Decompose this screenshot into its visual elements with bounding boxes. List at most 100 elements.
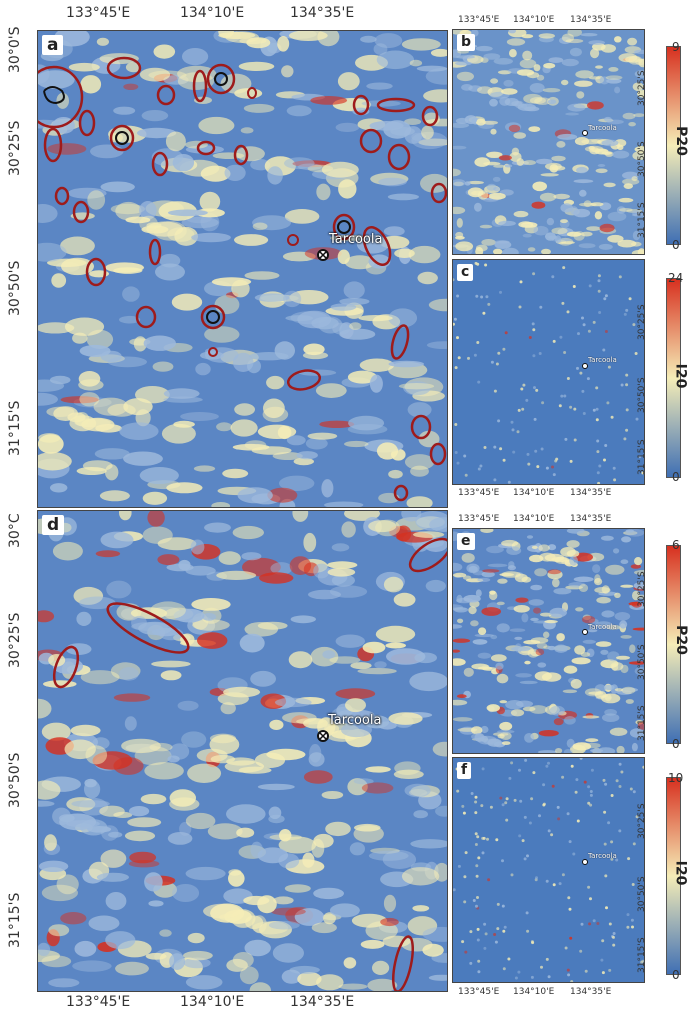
heat-cell [569, 936, 573, 940]
heat-cell [283, 290, 302, 308]
heat-cell [343, 957, 357, 969]
heat-cell [296, 451, 318, 460]
heat-cell [532, 181, 547, 192]
heat-cell [589, 897, 592, 901]
heat-cell [181, 216, 219, 229]
heat-cell [575, 778, 579, 782]
heat-cell [195, 362, 211, 376]
heat-cell [551, 155, 566, 162]
heat-cell [100, 181, 135, 193]
heat-cell [601, 939, 605, 943]
heat-cell [538, 750, 557, 753]
heat-cell [551, 275, 555, 279]
heat-cell [453, 278, 455, 282]
heat-cell [620, 687, 638, 693]
heat-cell [357, 667, 397, 675]
heat-cell [453, 179, 466, 187]
heat-cell [545, 764, 549, 768]
heat-cell [532, 354, 536, 358]
heat-cell [237, 487, 273, 504]
heat-cell [321, 479, 334, 498]
heat-cell [38, 433, 61, 443]
heat-cell [284, 157, 315, 170]
heat-cell [502, 929, 506, 933]
heat-cell [535, 158, 553, 165]
heat-cell [590, 48, 600, 59]
heat-cell [618, 275, 622, 279]
heat-cell [523, 857, 527, 861]
heat-cell [409, 59, 423, 67]
heat-cell [327, 561, 358, 569]
heat-cell [148, 900, 164, 907]
heat-cell [495, 838, 499, 842]
heat-cell [234, 403, 256, 416]
colorbar-c [666, 278, 681, 478]
heat-cell [614, 86, 621, 94]
heat-cell [514, 636, 523, 640]
heat-cell [183, 950, 213, 961]
heat-cell [509, 152, 522, 162]
heat-cell [589, 793, 593, 797]
heat-cell [388, 308, 418, 328]
heat-cell [125, 62, 142, 73]
heat-cell [490, 654, 507, 662]
heat-cell [618, 208, 633, 212]
heat-cell [514, 643, 522, 653]
heat-cell [561, 79, 569, 86]
heat-cell [453, 717, 473, 722]
heat-cell [539, 192, 557, 202]
heat-cell [531, 201, 546, 209]
heat-cell [497, 578, 508, 584]
heat-cell [173, 608, 205, 623]
heat-cell [207, 823, 243, 840]
heat-cell [518, 305, 522, 309]
heat-cell [556, 633, 565, 642]
heat-cell [376, 50, 415, 70]
heat-cell [316, 974, 344, 991]
heat-cell [453, 49, 462, 58]
heat-cell [380, 917, 399, 927]
heat-cell [550, 833, 554, 837]
heat-cell [605, 906, 608, 910]
heat-cell [586, 377, 590, 381]
heat-cell [511, 428, 515, 432]
y-tick-e-1: 30°25'S [637, 571, 647, 607]
y-tick-b-3: 31°15'S [637, 202, 647, 238]
heat-cell [197, 632, 228, 649]
heat-cell [614, 592, 621, 598]
heat-cell [344, 255, 376, 270]
heat-cell [457, 864, 461, 868]
heat-cell [616, 655, 630, 660]
heat-cell [474, 795, 478, 799]
heat-cell [493, 389, 497, 393]
heat-cell [498, 155, 512, 161]
heat-cell [60, 912, 87, 925]
heat-cell [279, 475, 315, 491]
heat-cell [575, 607, 584, 612]
heat-cell [632, 590, 640, 601]
heat-cell [552, 883, 556, 887]
heat-cell [525, 911, 529, 915]
heat-cell [151, 660, 191, 668]
heat-cell [327, 567, 356, 577]
y-tick-e-3: 31°15'S [637, 705, 647, 741]
heat-cell [220, 702, 236, 715]
heat-cell [185, 565, 216, 576]
heat-cell [485, 295, 489, 299]
heat-cell [603, 297, 607, 301]
heat-cell [453, 168, 461, 177]
heat-cell [595, 168, 608, 174]
heat-cell [289, 556, 312, 575]
heat-cell [517, 970, 521, 974]
heat-cell [160, 670, 182, 681]
heat-cell [622, 112, 636, 120]
heat-cell [205, 348, 218, 355]
heat-cell [536, 465, 540, 469]
heat-cell [519, 680, 538, 685]
y-tick-d-4: 31°15'S [7, 892, 23, 948]
heat-cell [493, 248, 503, 254]
heat-cell [475, 45, 493, 52]
x-tick-b-2: 134°10'E [513, 15, 555, 25]
heat-cell [631, 742, 638, 752]
heat-cell [568, 840, 572, 844]
